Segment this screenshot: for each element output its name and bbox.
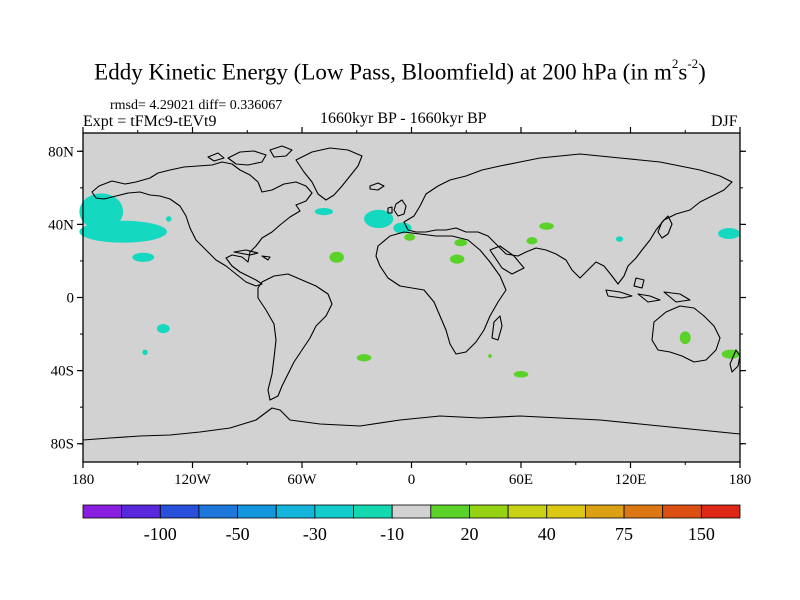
colorbar-label: 150 <box>688 524 715 544</box>
anomaly-south-atlantic <box>356 354 372 362</box>
anomaly-north-atlantic-west <box>314 207 334 216</box>
title-mid: s <box>678 59 688 85</box>
colorbar-box <box>662 504 702 519</box>
anomaly-iberia-coast <box>393 222 412 234</box>
lat-tick-label: 80N <box>48 144 74 160</box>
anomaly-northwest-pacific-east <box>718 228 740 240</box>
colorbar-label: 75 <box>615 524 633 544</box>
title-close: ) <box>698 59 706 85</box>
anomaly-north-africa <box>449 254 465 264</box>
lat-tick-label: 40N <box>48 217 74 233</box>
colorbar-box <box>623 504 664 519</box>
colorbar-box <box>159 504 200 519</box>
colorbar-label: -50 <box>226 524 250 544</box>
anomaly-central-asia-north <box>539 222 554 230</box>
colorbar-box <box>430 504 470 519</box>
coast-australia <box>651 305 721 363</box>
coast-eurasia <box>403 153 733 285</box>
colorbar-box <box>121 504 161 519</box>
lat-tick-label: 80S <box>51 437 74 453</box>
coast-greenland <box>295 147 363 201</box>
colorbar-label: -100 <box>144 524 177 544</box>
anomaly-north-atlantic-east <box>364 209 394 229</box>
period-label: 1660kyr BP - 1660kyr BP <box>320 110 487 127</box>
coast-north-america <box>91 161 313 287</box>
colorbar-label: -30 <box>303 524 327 544</box>
colorbar-box <box>275 504 316 519</box>
colorbar-box <box>314 504 354 519</box>
stats-label: rmsd= 4.29021 diff= 0.336067 <box>110 98 283 113</box>
map-ocean <box>83 133 740 462</box>
coast-indonesia <box>605 277 691 303</box>
longitude-axis: 180 120W 60W 0 60E 120E 180 <box>72 127 752 488</box>
colorbar-label: -10 <box>380 524 404 544</box>
anomaly-subtropical-pacific <box>132 252 155 262</box>
coast-madagascar <box>491 315 503 341</box>
plot-title: Eddy Kinetic Energy (Low Pass, Bloomfiel… <box>0 57 800 85</box>
anomaly-north-pacific-band <box>79 220 167 243</box>
coast-new-zealand <box>729 349 741 373</box>
coast-iceland <box>369 182 385 191</box>
season-label: DJF <box>711 113 738 130</box>
anomaly-layer <box>79 193 740 378</box>
anomaly-northwest-pacific-dot <box>166 216 172 222</box>
colorbar <box>82 504 741 519</box>
coastlines <box>82 145 741 441</box>
colorbar-box <box>585 504 625 519</box>
anomaly-east-asia-strip <box>615 236 624 242</box>
colorbar-box <box>546 504 586 519</box>
colorbar-box <box>469 504 509 519</box>
colorbar-box <box>237 504 277 519</box>
colorbar-box <box>507 504 548 519</box>
title-main: Eddy Kinetic Energy (Low Pass, Bloomfiel… <box>94 59 672 85</box>
colorbar-labels: -100 -50 -30 -10 20 40 75 150 <box>144 524 715 544</box>
coast-africa <box>375 231 507 355</box>
anomaly-mediterranean <box>404 233 416 241</box>
coast-antarctica <box>82 407 741 441</box>
anomaly-north-pacific-blob <box>79 193 124 230</box>
lon-tick-label: 180 <box>72 472 95 488</box>
coast-japan <box>657 215 673 239</box>
colorbar-box <box>700 504 741 519</box>
title-superscript-2: -2 <box>687 56 699 71</box>
lon-tick-label: 0 <box>408 472 416 488</box>
coast-caribbean <box>233 249 271 261</box>
coast-arctic-islands <box>207 145 293 166</box>
coast-arabia <box>489 245 525 275</box>
anomaly-west-asia <box>526 237 538 245</box>
anomaly-madagascar-east <box>488 354 492 358</box>
anomaly-central-atlantic <box>329 251 344 263</box>
colorbar-label: 40 <box>538 524 556 544</box>
colorbar-box <box>353 504 393 519</box>
colorbar-box <box>391 504 432 519</box>
anomaly-south-pacific-west <box>156 324 170 334</box>
colorbar-box <box>82 504 123 519</box>
coast-south-america <box>257 273 333 401</box>
lon-tick-label: 60W <box>287 472 317 488</box>
lon-tick-label: 120W <box>174 472 212 488</box>
lon-tick-label: 60E <box>509 472 533 488</box>
lat-tick-label: 0 <box>67 291 75 307</box>
anomaly-middle-east <box>454 239 468 247</box>
lon-tick-label: 120E <box>615 472 647 488</box>
lon-tick-label: 180 <box>729 472 752 488</box>
lat-tick-label: 40S <box>51 364 74 380</box>
anomaly-southern-indian <box>513 370 529 378</box>
anomaly-south-pacific-dot <box>142 349 148 356</box>
colorbar-box <box>198 504 238 519</box>
anomaly-australia-east <box>679 331 691 345</box>
coast-british-isles <box>387 199 407 217</box>
experiment-label: Expt = tFMc9-tEVt9 <box>83 113 217 130</box>
title-superscript-1: 2 <box>671 56 679 71</box>
colorbar-label: 20 <box>460 524 478 544</box>
latitude-axis: 80N 40N 0 40S 80S <box>48 144 746 453</box>
